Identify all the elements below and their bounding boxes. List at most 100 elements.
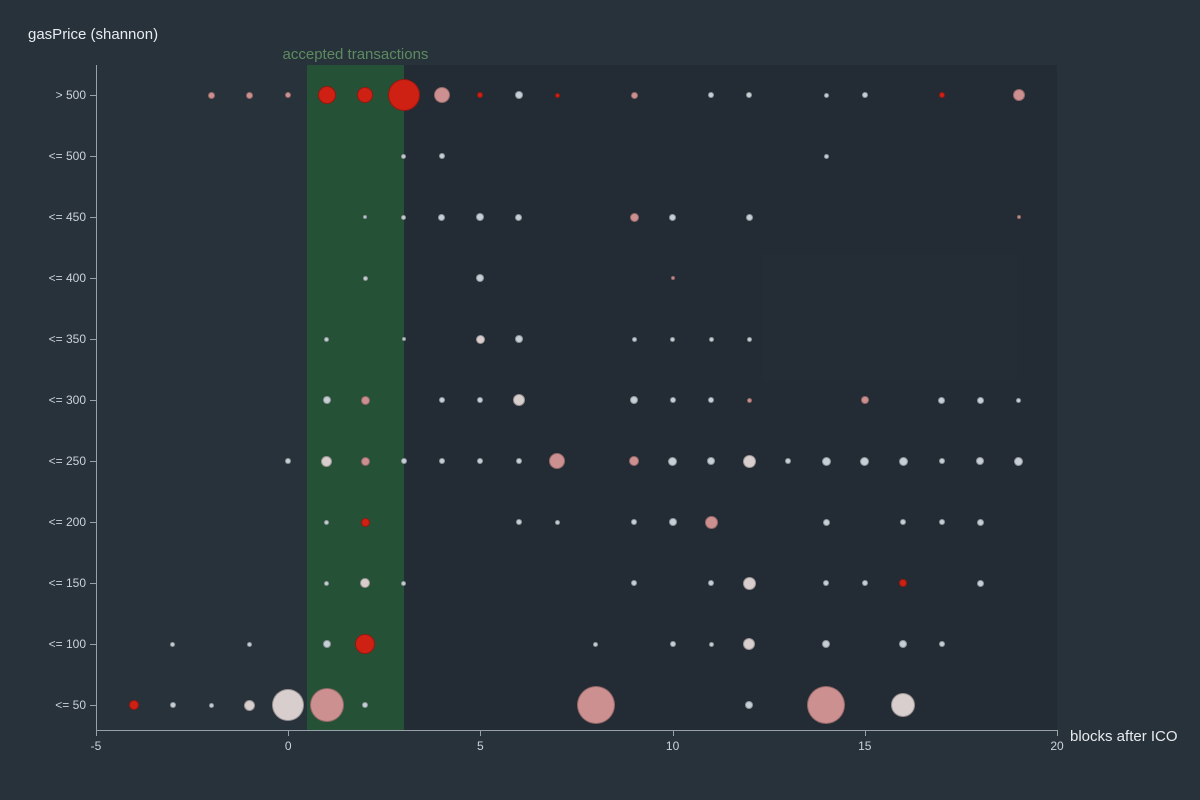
data-point-bubble xyxy=(477,458,484,464)
data-point-bubble xyxy=(822,640,831,648)
data-point-bubble xyxy=(401,153,407,159)
data-point-bubble xyxy=(401,580,407,586)
data-point-bubble xyxy=(362,702,369,708)
data-point-bubble xyxy=(746,397,752,403)
data-point-bubble xyxy=(1012,89,1025,101)
y-tick-label: <= 450 xyxy=(48,210,86,224)
data-point-bubble xyxy=(746,92,753,98)
data-point-bubble xyxy=(745,701,754,709)
data-point-bubble xyxy=(554,519,560,525)
data-point-bubble xyxy=(861,92,868,98)
x-tick-label: 15 xyxy=(858,739,872,753)
data-point-bubble xyxy=(401,214,407,220)
y-tick-mark xyxy=(90,217,96,218)
y-tick-label: <= 500 xyxy=(48,149,86,163)
data-point-bubble xyxy=(670,276,675,280)
data-point-bubble xyxy=(704,515,718,529)
data-point-bubble xyxy=(631,580,638,586)
data-point-bubble xyxy=(515,213,523,221)
data-point-bubble xyxy=(898,456,908,466)
x-tick-label: 10 xyxy=(665,739,680,753)
data-point-bubble xyxy=(899,640,908,648)
data-point-bubble xyxy=(438,458,445,464)
data-point-bubble xyxy=(477,92,484,98)
y-tick-mark xyxy=(90,705,96,706)
y-tick-mark xyxy=(90,339,96,340)
data-point-bubble xyxy=(476,213,485,221)
data-point-bubble xyxy=(247,641,253,647)
data-point-bubble xyxy=(900,519,907,525)
data-point-bubble xyxy=(823,92,829,98)
data-point-bubble xyxy=(668,456,678,466)
data-point-bubble xyxy=(629,212,639,222)
data-point-bubble xyxy=(938,458,945,464)
data-point-bubble xyxy=(477,397,484,403)
data-point-bubble xyxy=(515,519,522,525)
data-point-bubble xyxy=(208,702,214,708)
data-point-bubble xyxy=(631,336,637,342)
y-tick-label: <= 50 xyxy=(55,698,86,712)
data-point-bubble xyxy=(1014,456,1024,466)
data-point-bubble xyxy=(438,397,445,403)
data-point-bubble xyxy=(860,396,869,404)
x-tick-mark xyxy=(288,730,290,736)
data-point-bubble xyxy=(743,638,756,650)
data-point-bubble xyxy=(976,396,984,404)
y-tick-label: <= 200 xyxy=(48,515,86,529)
data-point-bubble xyxy=(438,213,446,221)
data-point-bubble xyxy=(357,87,374,103)
data-point-bubble xyxy=(708,580,715,586)
x-tick-mark xyxy=(672,730,674,736)
data-point-bubble xyxy=(976,457,985,465)
data-point-bubble xyxy=(708,92,715,98)
data-point-bubble xyxy=(1016,397,1022,403)
data-point-bubble xyxy=(593,641,599,647)
data-point-bubble xyxy=(707,457,716,465)
y-tick-label: <= 400 xyxy=(48,271,86,285)
x-tick-label: 20 xyxy=(1050,739,1064,753)
data-point-bubble xyxy=(400,458,407,464)
data-point-bubble xyxy=(207,91,215,99)
data-point-bubble xyxy=(317,86,336,104)
data-point-bubble xyxy=(708,397,715,403)
y-tick-label: <= 350 xyxy=(48,332,86,346)
data-point-bubble xyxy=(360,578,371,588)
data-point-bubble xyxy=(745,213,753,221)
y-tick-mark xyxy=(90,461,96,462)
y-tick-mark xyxy=(90,583,96,584)
data-point-bubble xyxy=(285,458,292,464)
data-point-bubble xyxy=(309,688,344,722)
data-point-bubble xyxy=(285,92,292,98)
x-tick-mark xyxy=(864,730,866,736)
y-tick-label: <= 100 xyxy=(48,637,86,651)
data-point-bubble xyxy=(360,517,370,527)
y-tick-label: <= 250 xyxy=(48,454,86,468)
data-point-bubble xyxy=(1016,215,1021,219)
data-point-bubble xyxy=(938,396,946,404)
data-point-bubble xyxy=(322,640,331,648)
data-point-bubble xyxy=(708,641,714,647)
data-point-bubble xyxy=(669,213,677,221)
data-point-bubble xyxy=(169,702,176,708)
y-tick-mark xyxy=(90,156,96,157)
data-point-bubble xyxy=(899,579,908,587)
x-axis-title: blocks after ICO xyxy=(1070,728,1178,745)
x-tick-mark xyxy=(1057,730,1058,736)
plot-shade-region xyxy=(307,65,1057,730)
data-point-bubble xyxy=(324,519,330,525)
chart-title: gasPrice (shannon) xyxy=(28,26,159,43)
data-point-bubble xyxy=(821,456,831,466)
data-point-bubble xyxy=(822,518,830,526)
y-tick-mark xyxy=(90,644,96,645)
data-point-bubble xyxy=(668,518,677,526)
data-point-bubble xyxy=(272,689,305,721)
data-point-bubble xyxy=(823,580,830,586)
data-point-bubble xyxy=(708,336,714,342)
data-point-bubble xyxy=(891,693,916,717)
data-point-bubble xyxy=(938,519,945,525)
data-point-bubble xyxy=(514,335,523,343)
x-tick-label: 0 xyxy=(284,739,292,753)
data-point-bubble xyxy=(860,456,870,466)
data-point-bubble xyxy=(475,334,485,344)
